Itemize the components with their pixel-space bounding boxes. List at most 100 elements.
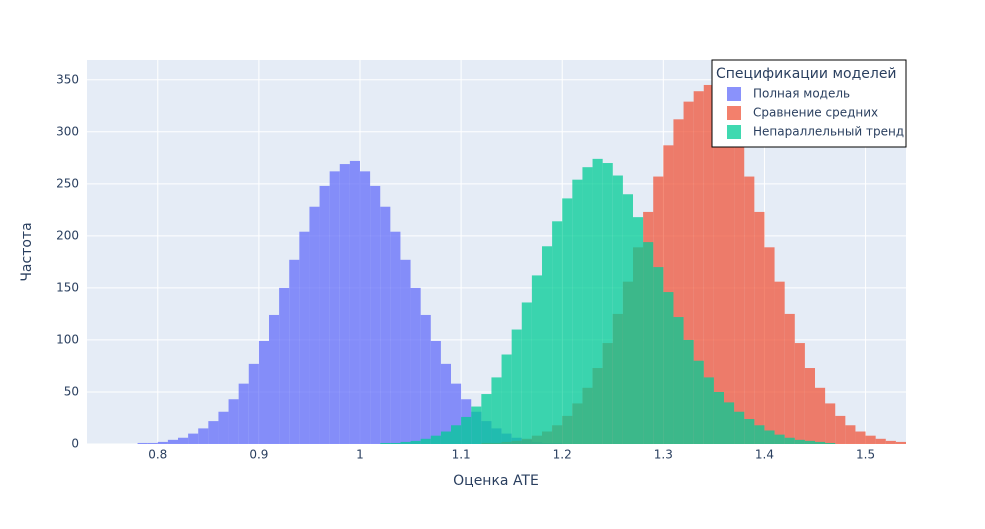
- x-tick-label: 1.2: [553, 448, 572, 462]
- y-tick-label: 150: [56, 280, 79, 294]
- bar: [794, 343, 805, 444]
- legend-swatch[interactable]: [727, 106, 741, 120]
- bar: [855, 431, 866, 444]
- bar: [612, 175, 623, 444]
- bar: [835, 415, 846, 444]
- bar: [633, 217, 644, 444]
- bar: [784, 437, 795, 444]
- bar: [390, 442, 401, 444]
- y-tick-label: 250: [56, 176, 79, 190]
- bar: [157, 441, 168, 444]
- bar: [804, 368, 815, 444]
- bar: [400, 259, 411, 444]
- bar: [390, 231, 401, 444]
- bar: [693, 91, 704, 444]
- bar: [825, 403, 836, 444]
- x-tick-label: 1: [356, 448, 364, 462]
- bar: [309, 206, 320, 444]
- bar: [420, 314, 431, 444]
- bar: [542, 246, 553, 444]
- legend-label[interactable]: Сравнение средних: [753, 106, 878, 120]
- bar: [865, 435, 876, 444]
- bar: [198, 428, 209, 444]
- bar: [420, 438, 431, 444]
- bar: [258, 340, 269, 444]
- bar: [764, 430, 775, 444]
- bar: [238, 383, 249, 444]
- bar: [380, 442, 391, 444]
- bar: [208, 421, 219, 444]
- bar: [521, 302, 532, 444]
- bar: [147, 442, 158, 444]
- bar: [673, 119, 684, 444]
- bar: [734, 145, 745, 445]
- bar: [481, 394, 492, 444]
- bar: [653, 267, 664, 444]
- bar: [370, 185, 381, 444]
- bar: [178, 437, 189, 444]
- bar: [683, 101, 694, 445]
- legend-swatch[interactable]: [727, 125, 741, 139]
- bar: [825, 442, 836, 444]
- bar: [673, 317, 684, 444]
- bar: [643, 242, 654, 444]
- legend-swatch[interactable]: [727, 87, 741, 101]
- bar: [360, 171, 371, 444]
- bar: [167, 439, 178, 444]
- bar: [339, 164, 350, 444]
- bar: [562, 198, 573, 444]
- bar: [622, 194, 633, 444]
- bar: [754, 425, 765, 444]
- legend-item[interactable]: Полная модель: [727, 87, 850, 102]
- bar: [744, 419, 755, 444]
- bar: [430, 435, 441, 444]
- bar: [531, 275, 542, 444]
- bar: [218, 411, 229, 444]
- series: [380, 158, 836, 444]
- bar: [764, 247, 775, 444]
- bar: [279, 287, 290, 444]
- bar: [815, 387, 826, 444]
- bar: [471, 406, 482, 444]
- bar: [683, 339, 694, 444]
- bar: [137, 442, 148, 444]
- y-tick-label: 300: [56, 124, 79, 138]
- bar: [774, 434, 785, 444]
- legend: Спецификации моделей Полная модель Сравне…: [711, 59, 907, 148]
- bar: [744, 176, 755, 444]
- y-axis-label: Частота: [19, 222, 35, 281]
- bar: [724, 119, 735, 444]
- bar: [461, 416, 472, 444]
- bar: [451, 425, 462, 444]
- bar: [188, 433, 199, 444]
- legend-box: [711, 59, 907, 148]
- ticks: 0 50 100 150 200 250 300 350 0.8 0.9 1 1.1 1.2 1.3 1.4…: [56, 72, 875, 461]
- bar: [380, 206, 391, 444]
- bar: [602, 163, 613, 444]
- bar: [784, 313, 795, 444]
- bar: [299, 231, 310, 444]
- x-tick-label: 1.3: [654, 448, 673, 462]
- bar: [703, 84, 714, 444]
- legend-label[interactable]: Непараллельный тренд: [753, 125, 904, 139]
- legend-label[interactable]: Полная модель: [753, 87, 850, 101]
- bar: [754, 211, 765, 444]
- bars: [137, 84, 906, 445]
- bar: [693, 360, 704, 444]
- bar: [289, 259, 300, 444]
- legend-title: Спецификации моделей: [716, 66, 897, 82]
- x-tick-label: 1.1: [452, 448, 471, 462]
- bar: [703, 377, 714, 444]
- bar: [815, 441, 826, 444]
- legend-item[interactable]: Непараллельный тренд: [727, 125, 904, 140]
- bar: [440, 363, 451, 444]
- bar: [511, 329, 522, 444]
- bar: [794, 439, 805, 444]
- bar: [329, 171, 340, 444]
- bar: [774, 281, 785, 444]
- series: [137, 160, 563, 444]
- legend-item[interactable]: Сравнение средних: [727, 106, 878, 121]
- bar: [440, 431, 451, 444]
- bar: [592, 158, 603, 444]
